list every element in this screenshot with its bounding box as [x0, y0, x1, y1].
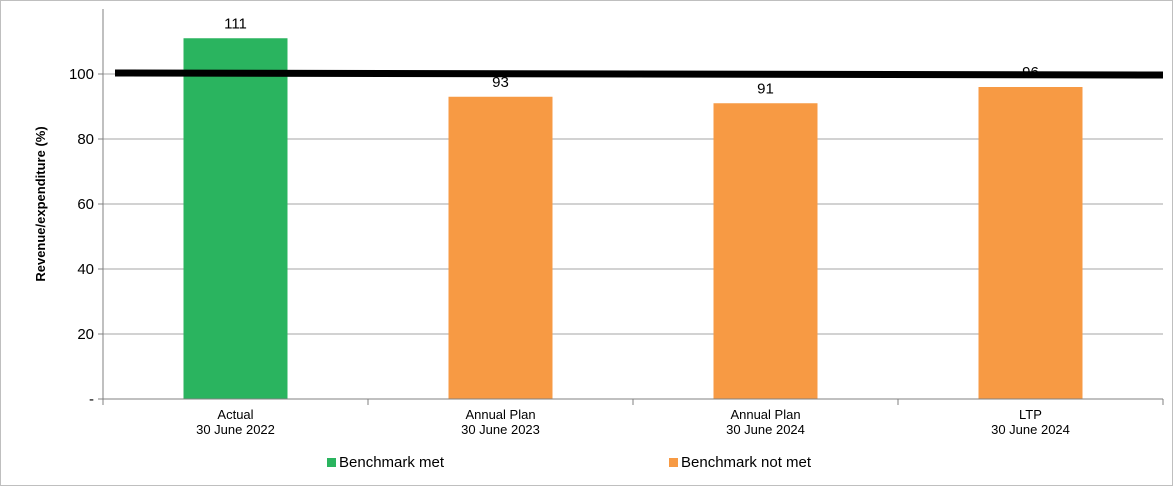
category-label-2-line-1: Annual Plan: [465, 407, 535, 422]
benchmark: [114, 69, 1164, 79]
legend-swatch-met: [327, 458, 336, 467]
category-label-1-line-1: Actual: [217, 407, 253, 422]
y-tick-label-40: 40: [77, 261, 94, 278]
legend: Benchmark met Benchmark not met: [327, 454, 812, 471]
data-label-2: 93: [492, 74, 509, 91]
y-tick-label-100: 100: [69, 66, 94, 83]
benchmark-line: [114, 69, 1164, 79]
category-label-4-line-1: LTP: [1019, 407, 1042, 422]
legend-swatch-not_met: [669, 458, 678, 467]
y-axis-title: Revenue/expenditure (%): [33, 126, 48, 281]
y-tick-label-0: -: [89, 391, 94, 408]
bars: [183, 38, 1083, 399]
bar-4: [978, 87, 1083, 399]
category-label-4-line-2: 30 June 2024: [991, 422, 1070, 437]
category-label-1-line-2: 30 June 2022: [196, 422, 275, 437]
axes: [98, 9, 1164, 405]
legend-label-not_met: Benchmark not met: [681, 454, 812, 471]
data-label-3: 91: [757, 80, 774, 97]
y-tick-label-60: 60: [77, 196, 94, 213]
data-label-1: 111: [224, 15, 247, 32]
legend-label-met: Benchmark met: [339, 454, 445, 471]
category-label-3-line-1: Annual Plan: [730, 407, 800, 422]
bar-1: [183, 38, 288, 399]
y-tick-label-20: 20: [77, 326, 94, 343]
category-label-3-line-2: 30 June 2024: [726, 422, 805, 437]
bar-2: [448, 96, 553, 399]
bar-3: [713, 103, 818, 399]
y-tick-label-80: 80: [77, 131, 94, 148]
category-label-2-line-2: 30 June 2023: [461, 422, 540, 437]
